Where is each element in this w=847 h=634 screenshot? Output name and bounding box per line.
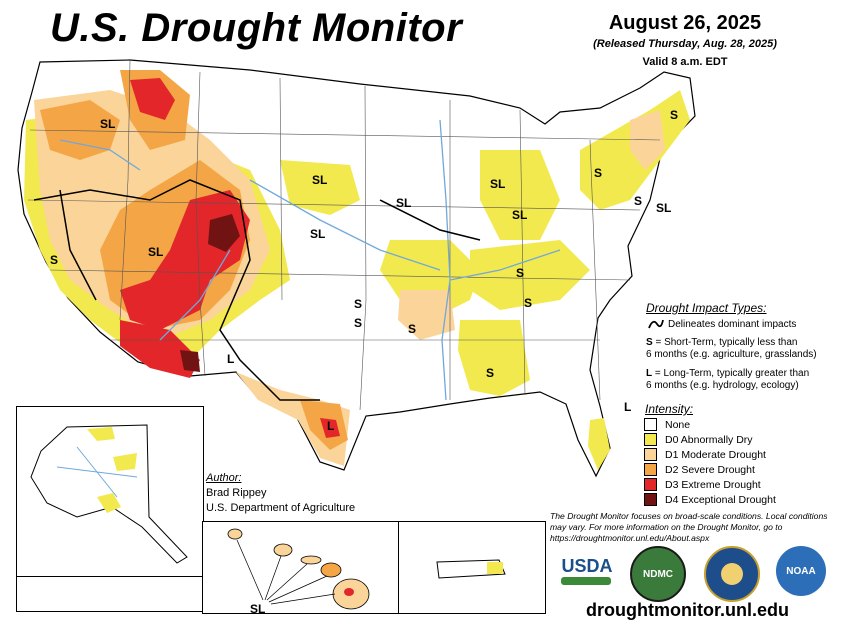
label-sl-ohio: SL <box>512 208 528 222</box>
map-date: August 26, 2025 <box>608 12 762 34</box>
legend-label-none: None <box>665 418 691 431</box>
noaa-logo: NOAA <box>776 546 826 596</box>
label-sl-nebraska: SL <box>310 227 326 241</box>
legend-item-d0: D0 Abnormally Dry <box>644 432 776 447</box>
ndmc-logo: NDMC <box>630 546 686 602</box>
label-s-oklahoma: S <box>408 322 417 336</box>
legend-label-d3: D3 Extreme Drought <box>665 478 761 491</box>
short-term-line2: 6 months (e.g. agriculture, grasslands) <box>646 349 817 360</box>
website-url[interactable]: droughtmonitor.unl.edu <box>586 600 789 620</box>
d1-texas <box>236 372 350 466</box>
label-sl-northeast: SL <box>656 201 672 215</box>
short-term-line1: = Short-Term, typically less than <box>655 337 798 348</box>
label-s-kansas-2: S <box>354 316 363 330</box>
state-borders <box>27 59 661 411</box>
swatch-d2 <box>644 463 657 476</box>
legend-label-d1: D1 Moderate Drought <box>665 448 766 461</box>
author-org: U.S. Department of Agriculture <box>206 502 356 514</box>
hawaii-map <box>227 528 370 610</box>
alaska-inset <box>16 406 204 578</box>
legend-label-d4: D4 Exceptional Drought <box>665 493 776 506</box>
short-term-key: S <box>646 337 653 348</box>
label-sl-iowa: SL <box>396 196 412 210</box>
long-term-line1: = Long-Term, typically greater than <box>654 368 810 379</box>
disclaimer-note: The Drought Monitor focuses on broad-sca… <box>550 511 828 543</box>
legend-label-d2: D2 Severe Drought <box>665 463 755 476</box>
impact-long-term: L = Long-Term, typically greater than 6 … <box>646 368 809 392</box>
legend-item-d2: D2 Severe Drought <box>644 462 776 477</box>
d0-dakotas <box>280 160 360 215</box>
impact-lines <box>33 179 481 401</box>
ndmc-text: NDMC <box>643 568 673 580</box>
label-sl-dakotas: SL <box>312 173 328 187</box>
d3-texas <box>320 418 340 438</box>
swatch-d3 <box>644 478 657 491</box>
label-s-tennessee: S <box>524 296 533 310</box>
label-l-new-mexico: L <box>227 352 235 366</box>
aleutian-inset <box>16 576 204 612</box>
noaa-text: NOAA <box>786 565 816 577</box>
valid-time: Valid 8 a.m. EDT <box>642 56 728 68</box>
d0-great-lakes <box>480 150 560 240</box>
d2-west <box>40 100 120 160</box>
puerto-rico-map <box>436 559 506 579</box>
d1-ozarks <box>398 290 455 340</box>
map-title: U.S. Drought Monitor <box>50 6 463 50</box>
d0-southeast <box>458 320 530 396</box>
label-s-maine: S <box>670 108 679 122</box>
d3-idaho <box>130 78 175 120</box>
hawaii-inset <box>202 521 400 614</box>
legend-item-d1: D1 Moderate Drought <box>644 447 776 462</box>
swatch-none <box>644 418 657 431</box>
legend-item-d4: D4 Exceptional Drought <box>644 492 776 507</box>
usda-stripe <box>561 576 612 585</box>
legend-item-none: None <box>644 417 776 432</box>
long-term-key: L <box>646 368 653 379</box>
legend-label-d0: D0 Abnormally Dry <box>665 433 753 446</box>
puerto-rico-inset <box>398 521 546 614</box>
intensity-heading: Intensity: <box>645 402 694 416</box>
rivers <box>59 119 561 401</box>
author-block: Author: Brad Rippey U.S. Department of A… <box>206 471 355 516</box>
label-sl-michigan: SL <box>490 177 506 191</box>
impact-short-term: S = Short-Term, typically less than 6 mo… <box>646 337 817 361</box>
label-l-florida: L <box>624 400 632 414</box>
label-s-new-york: S <box>594 166 603 180</box>
d3-az <box>120 320 200 378</box>
label-s-kentucky: S <box>516 266 525 280</box>
label-sl-great-basin: SL <box>148 245 164 259</box>
usda-text: USDA <box>561 555 613 576</box>
d0-ohio <box>470 240 590 310</box>
label-sl-hawaii: SL <box>250 602 266 616</box>
label-s-new-england: S <box>634 194 643 208</box>
swatch-d0 <box>644 433 657 446</box>
author-heading: Author: <box>206 472 242 484</box>
legend-item-d3: D3 Extreme Drought <box>644 477 776 492</box>
label-s-alabama: S <box>486 366 495 380</box>
long-term-line2: 6 months (e.g. hydrology, ecology) <box>646 380 799 391</box>
label-sl-northwest: SL <box>100 117 116 131</box>
label-l-texas: L <box>327 419 335 433</box>
seal-emblem <box>721 563 743 585</box>
impact-delineates-label: Delineates dominant impacts <box>668 319 797 330</box>
impact-types-heading: Drought Impact Types: <box>646 301 767 315</box>
alaska-map <box>30 424 188 564</box>
d4-az <box>180 350 200 372</box>
doc-seal-logo <box>704 546 760 602</box>
swatch-d1 <box>644 448 657 461</box>
intensity-legend: None D0 Abnormally Dry D1 Moderate Droug… <box>644 417 776 507</box>
impact-line-icon <box>648 319 664 329</box>
usda-logo: USDA <box>560 550 614 590</box>
swatch-d4 <box>644 493 657 506</box>
label-s-california: S <box>50 253 59 267</box>
d0-florida <box>588 418 610 470</box>
author-name: Brad Rippey <box>206 487 267 499</box>
d4-colorado <box>208 214 240 252</box>
release-date: (Released Thursday, Aug. 28, 2025) <box>593 38 777 50</box>
label-s-kansas-1: S <box>354 297 363 311</box>
